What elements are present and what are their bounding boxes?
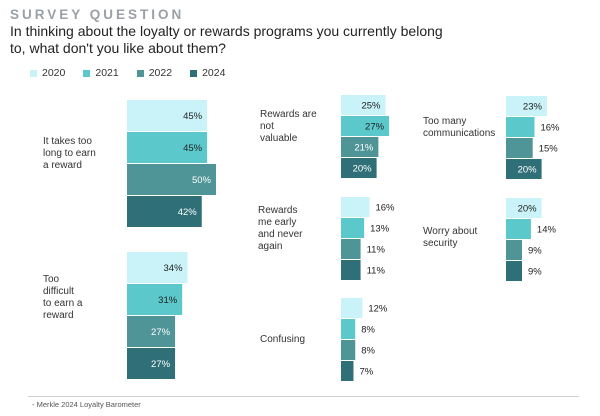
bar-2021 xyxy=(127,132,208,163)
bar-2022 xyxy=(341,239,361,259)
bar-value-label: 20% xyxy=(353,164,373,175)
category-label: Worry about security xyxy=(423,226,478,249)
bar-value-label: 34% xyxy=(164,263,184,274)
bar-2022 xyxy=(127,316,176,347)
legend-swatch xyxy=(136,69,144,77)
bar-2021 xyxy=(127,284,183,315)
bar-value-label: 7% xyxy=(359,367,373,378)
bar-2022 xyxy=(506,240,523,260)
bar-2022 xyxy=(127,164,216,195)
bar-value-label: 45% xyxy=(183,111,203,122)
bar-2024 xyxy=(341,361,354,381)
legend-label: 2022 xyxy=(148,67,173,79)
bar-value-label: 31% xyxy=(158,295,178,306)
bar-2024 xyxy=(127,348,176,379)
bar-value-label: 12% xyxy=(368,304,388,315)
eyebrow-title: SURVEY QUESTION xyxy=(10,7,185,22)
legend-label: 2024 xyxy=(202,67,226,79)
bar-value-label: 15% xyxy=(539,144,559,155)
category-label: Too many communications xyxy=(423,116,495,139)
legend-item-2020: 2020 xyxy=(30,67,65,79)
bar-2021 xyxy=(341,116,390,136)
category-label: Confusing xyxy=(260,334,305,345)
bar-value-label: 25% xyxy=(361,101,381,112)
footer-divider xyxy=(28,396,579,397)
bar-2021 xyxy=(341,319,356,339)
bar-2020 xyxy=(127,100,208,131)
category-label: It takes too long to earn a reward xyxy=(43,136,96,171)
bar-value-label: 16% xyxy=(540,123,560,134)
bar-2020 xyxy=(506,96,547,116)
legend-item-2024: 2024 xyxy=(190,67,225,79)
bar-value-label: 16% xyxy=(375,203,395,214)
bar-2021 xyxy=(506,117,535,137)
bar-2024 xyxy=(341,158,377,178)
legend: 2020 2021 2022 2024 xyxy=(30,67,225,79)
survey-question: In thinking about the loyalty or rewards… xyxy=(10,23,443,56)
bar-value-label: 20% xyxy=(518,165,538,176)
legend-swatch xyxy=(30,69,37,77)
legend-label: 2020 xyxy=(42,67,66,79)
bar-value-label: 13% xyxy=(370,224,390,235)
bar-value-label: 42% xyxy=(178,207,198,218)
bar-2022 xyxy=(341,137,379,157)
legend-swatch xyxy=(83,69,91,77)
bar-value-label: 9% xyxy=(528,267,542,278)
bar-2022 xyxy=(506,138,533,158)
legend-item-2021: 2021 xyxy=(83,67,119,79)
bar-value-label: 14% xyxy=(537,225,557,236)
category-label: Too difficult to earn a reward xyxy=(43,274,83,321)
bar-value-label: 21% xyxy=(354,143,374,154)
bar-value-label: 23% xyxy=(523,102,543,113)
bar-2020 xyxy=(341,298,363,318)
bar-2020 xyxy=(506,198,542,218)
category-label: Rewards are not valuable xyxy=(260,109,317,144)
bar-value-label: 8% xyxy=(361,346,375,357)
bar-value-label: 8% xyxy=(361,325,375,336)
bar-value-label: 11% xyxy=(367,266,386,277)
bar-2021 xyxy=(506,219,531,239)
bar-2020 xyxy=(127,252,188,283)
bar-value-label: 45% xyxy=(183,143,203,154)
bar-2024 xyxy=(341,260,361,280)
category-label: Rewards me early and never again xyxy=(258,205,303,252)
bar-2022 xyxy=(341,340,356,360)
bar-2024 xyxy=(127,196,202,227)
bar-value-label: 11% xyxy=(367,245,386,256)
bar-value-label: 9% xyxy=(528,246,542,257)
legend-item-2022: 2022 xyxy=(136,67,173,79)
bar-value-label: 27% xyxy=(151,359,171,370)
bar-value-label: 27% xyxy=(365,122,385,133)
legend-swatch xyxy=(190,69,198,77)
bar-2020 xyxy=(341,95,386,115)
bar-value-label: 27% xyxy=(151,327,171,338)
bar-value-label: 50% xyxy=(192,175,212,186)
bar-2024 xyxy=(506,261,523,281)
bar-2021 xyxy=(341,218,365,238)
legend-label: 2021 xyxy=(95,67,119,79)
bar-2020 xyxy=(341,197,370,217)
bar-value-label: 20% xyxy=(518,204,538,215)
bar-2024 xyxy=(506,159,542,179)
source-footer: - Merkle 2024 Loyalty Barometer xyxy=(32,400,141,409)
